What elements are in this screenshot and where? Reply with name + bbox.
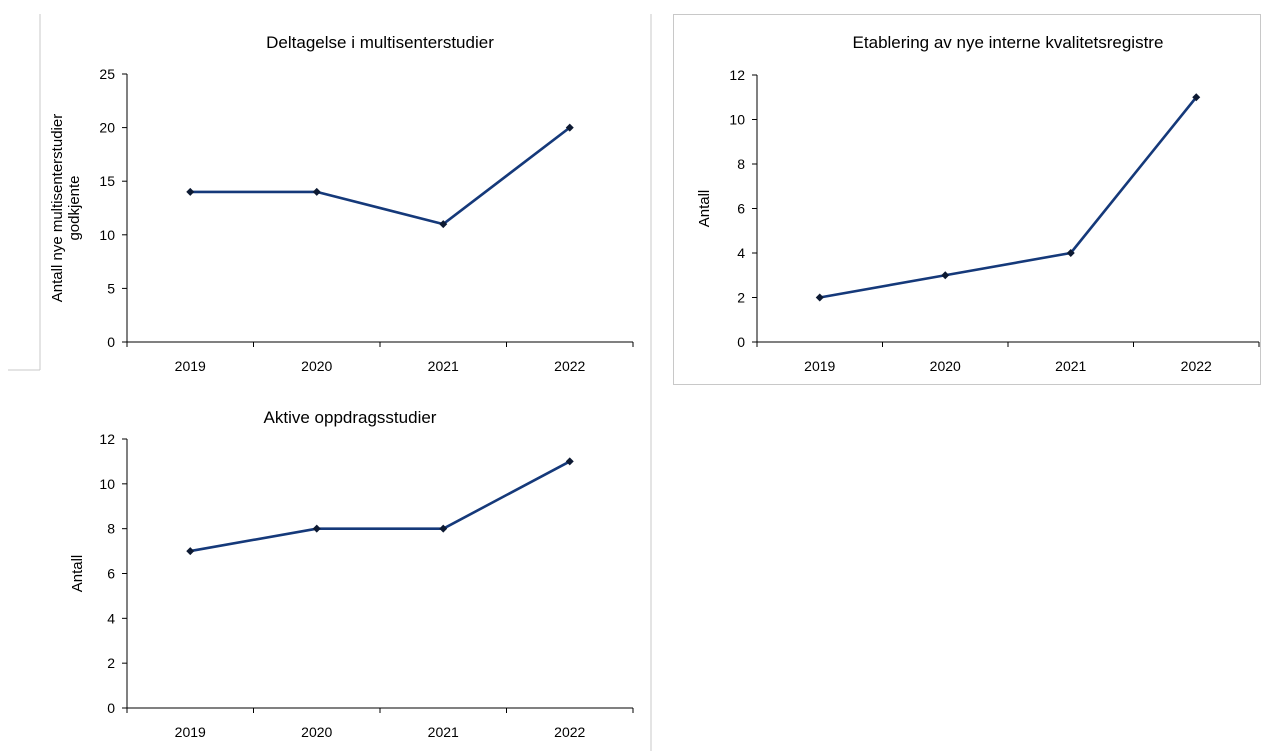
chart-oppdragsstudier: Aktive oppdragsstudier Antall 0 2 4 6 8 10 12 201… xyxy=(69,408,634,740)
data-point-2021 xyxy=(439,220,448,229)
chart-title: Etablering av nye interne kvalitetsregis… xyxy=(853,33,1164,52)
data-point-2020 xyxy=(941,271,950,280)
data-point-2020 xyxy=(312,524,321,533)
y-tick-label: 2 xyxy=(107,655,115,671)
x-tick-label: 2021 xyxy=(428,724,459,740)
data-point-2021 xyxy=(439,524,448,533)
y-tick-label: 10 xyxy=(99,476,115,492)
y-tick-label: 4 xyxy=(107,610,115,626)
y-tick-label: 0 xyxy=(737,334,745,350)
data-point-2022 xyxy=(565,123,574,132)
data-point-2019 xyxy=(815,293,824,302)
y-tick-label: 10 xyxy=(99,227,115,243)
x-tick-label: 2019 xyxy=(175,724,206,740)
x-tick-label: 2019 xyxy=(804,358,835,374)
y-axis-label: Antall nye multisenterstudiergodkjente xyxy=(49,114,83,302)
y-tick-label: 0 xyxy=(107,700,115,716)
y-tick-label: 25 xyxy=(99,66,115,82)
y-tick-label: 12 xyxy=(729,67,745,83)
series-line xyxy=(819,96,1198,299)
x-tick-label: 2021 xyxy=(428,358,459,374)
y-tick-label: 4 xyxy=(737,245,745,261)
data-point-2020 xyxy=(312,187,321,196)
y-tick-label: 20 xyxy=(99,120,115,136)
y-tick-label: 8 xyxy=(107,521,115,537)
y-tick-label: 8 xyxy=(737,156,745,172)
x-tick-label: 2022 xyxy=(554,724,585,740)
data-point-2022 xyxy=(565,457,574,466)
data-point-2019 xyxy=(186,187,195,196)
y-axis-label: Antall xyxy=(696,190,713,228)
chart-title: Aktive oppdragsstudier xyxy=(264,408,437,427)
data-point-2022 xyxy=(1192,93,1201,102)
y-tick-label: 10 xyxy=(729,112,745,128)
x-tick-label: 2019 xyxy=(175,358,206,374)
x-tick-label: 2022 xyxy=(1181,358,1212,374)
x-tick-label: 2021 xyxy=(1055,358,1086,374)
data-point-2019 xyxy=(186,547,195,556)
x-tick-label: 2022 xyxy=(554,358,585,374)
chart-title: Deltagelse i multisenterstudier xyxy=(266,33,494,52)
series-line xyxy=(190,126,571,226)
x-tick-label: 2020 xyxy=(301,724,332,740)
x-tick-label: 2020 xyxy=(930,358,961,374)
chart-multisenterstudier: Deltagelse i multisenterstudier Antall ny… xyxy=(49,33,634,374)
chart-kvalitetsregistre: Etablering av nye interne kvalitetsregis… xyxy=(696,33,1260,374)
y-axis-label: Antall xyxy=(69,555,86,593)
x-tick-label: 2020 xyxy=(301,358,332,374)
y-tick-label: 15 xyxy=(99,173,115,189)
series-line xyxy=(190,460,571,553)
y-tick-label: 6 xyxy=(737,201,745,217)
y-tick-label: 5 xyxy=(107,280,115,296)
y-tick-label: 12 xyxy=(99,431,115,447)
y-tick-label: 0 xyxy=(107,334,115,350)
y-tick-label: 2 xyxy=(737,290,745,306)
chart-2-frame xyxy=(673,14,1261,385)
y-tick-label: 6 xyxy=(107,566,115,582)
data-point-2021 xyxy=(1066,249,1075,257)
